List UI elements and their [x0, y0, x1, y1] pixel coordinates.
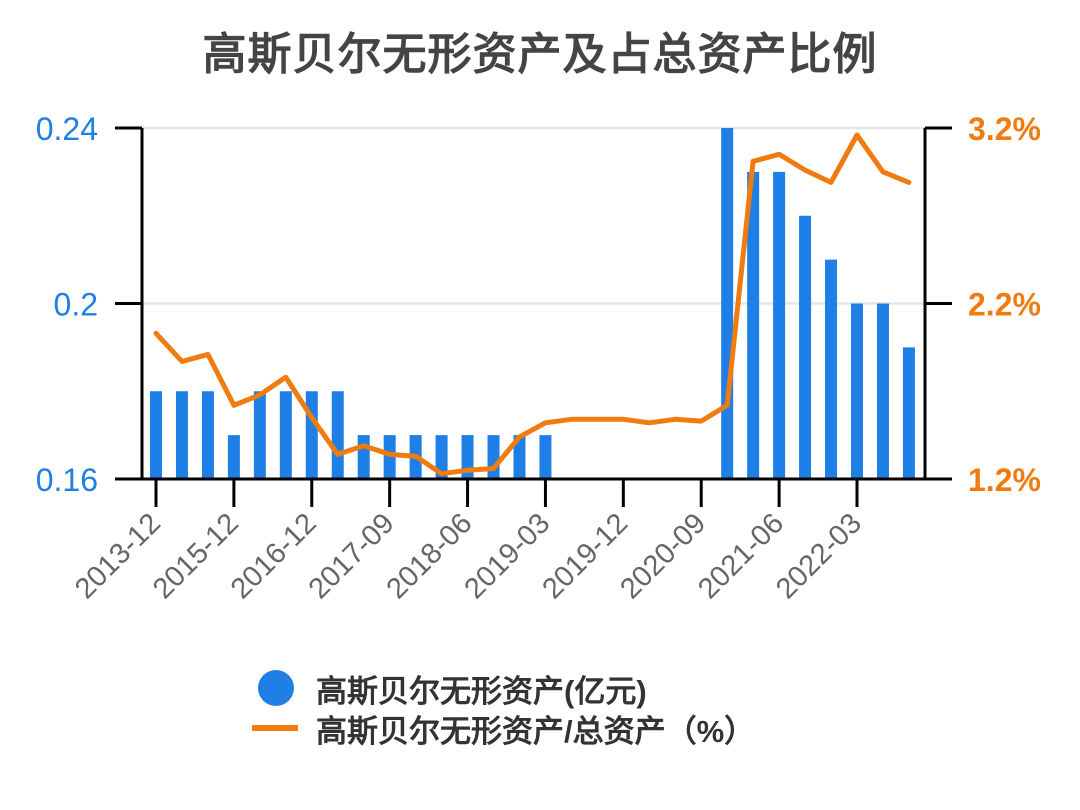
left-tick-label: 0.2	[54, 287, 98, 323]
circle-marker-icon	[258, 670, 294, 706]
bar	[747, 171, 760, 479]
bar	[357, 435, 370, 479]
left-axis-labels: 0.16 0.2 0.24	[36, 111, 98, 498]
gridlines	[142, 126, 925, 305]
bar	[227, 435, 240, 479]
x-tick-label: 2020-09	[614, 507, 712, 605]
bar	[825, 259, 838, 479]
bar-series	[150, 128, 915, 479]
bar	[487, 435, 500, 479]
x-tick-label: 2021-06	[692, 507, 790, 605]
right-tick-label: 2.2%	[968, 287, 1041, 323]
bar	[253, 391, 266, 479]
bar	[539, 435, 552, 479]
bar	[876, 303, 889, 479]
x-tick-label: 2018-06	[381, 507, 479, 605]
right-axis-labels: 1.2% 2.2% 3.2%	[968, 111, 1041, 498]
line-series	[153, 132, 912, 477]
x-tick-label: 2013-12	[69, 507, 167, 605]
axes	[115, 126, 952, 481]
chart-title: 高斯贝尔无形资产及占总资产比例	[202, 30, 878, 79]
x-tick-label: 2015-12	[147, 507, 245, 605]
bar	[799, 215, 812, 479]
line-marker-icon	[252, 725, 298, 731]
left-tick-label: 0.24	[36, 111, 98, 147]
bar	[383, 435, 396, 479]
bar	[435, 435, 448, 479]
bar	[902, 347, 915, 479]
ratio-line	[153, 132, 912, 477]
chart-plot: 0.160.20.24 1.2%2.2%3.2% 2013-122015-122…	[36, 111, 1041, 605]
x-tick-label: 2016-12	[225, 507, 323, 605]
bar	[175, 391, 188, 479]
x-tick-label: 2017-09	[303, 507, 401, 605]
x-tick-label: 2019-12	[536, 507, 634, 605]
x-tick-label: 2019-03	[459, 507, 557, 605]
left-tick-label: 0.16	[36, 462, 98, 498]
x-tick-label: 2022-03	[770, 507, 868, 605]
bar	[773, 171, 786, 479]
legend-label-bar: 高斯贝尔无形资产(亿元)	[316, 673, 647, 709]
bar	[851, 303, 863, 479]
x-axis-labels: 2013-122015-122016-122017-092018-062019-…	[69, 479, 868, 605]
legend-item-line[interactable]: 高斯贝尔无形资产/总资产（%）	[252, 708, 756, 749]
bar	[721, 128, 734, 479]
right-tick-label: 3.2%	[968, 111, 1041, 147]
bar	[513, 435, 526, 479]
legend: 高斯贝尔无形资产(亿元) 高斯贝尔无形资产/总资产（%）	[252, 668, 756, 749]
right-tick-label: 1.2%	[968, 462, 1041, 498]
bar	[305, 391, 318, 479]
legend-label-line: 高斯贝尔无形资产/总资产（%）	[316, 713, 756, 749]
bar	[150, 391, 162, 479]
bar	[331, 391, 344, 479]
bar	[279, 391, 292, 479]
bar	[201, 391, 214, 479]
legend-item-bar[interactable]: 高斯贝尔无形资产(亿元)	[252, 668, 755, 709]
